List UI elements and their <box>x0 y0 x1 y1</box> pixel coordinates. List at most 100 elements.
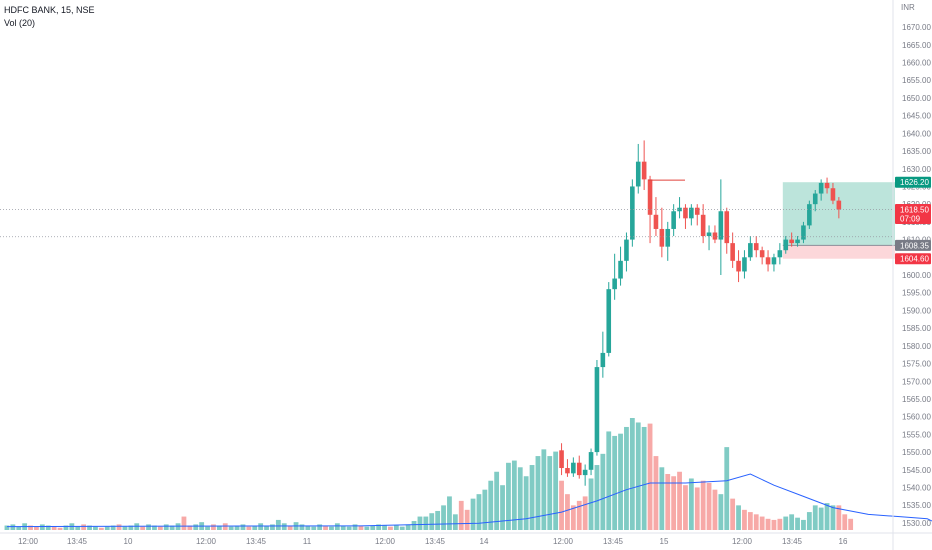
price-tick-label: 1530.00 <box>902 519 931 528</box>
volume-bar <box>311 526 317 530</box>
candle-body <box>618 260 623 279</box>
volume-bar <box>228 526 234 530</box>
volume-bar <box>830 505 836 530</box>
candle-body <box>606 289 612 353</box>
volume-bar <box>157 526 163 530</box>
price-tick-label: 1670.00 <box>902 23 931 32</box>
price-tick-label: 1585.00 <box>902 324 931 333</box>
price-tick-label: 1650.00 <box>902 94 931 103</box>
volume-bar <box>270 524 275 530</box>
volume-bar <box>205 526 210 530</box>
candles <box>559 140 842 486</box>
volume-bar <box>281 523 287 530</box>
price-tick-label: 1575.00 <box>902 360 931 369</box>
volume-bar <box>559 480 564 530</box>
candle-body <box>630 186 635 240</box>
volume-bar <box>836 505 842 530</box>
volume-bar <box>447 496 452 530</box>
volume-bar <box>771 519 777 530</box>
time-tick-label: 11 <box>303 537 312 546</box>
volume-bar <box>806 512 812 530</box>
volume-bar <box>140 526 146 530</box>
volume-bar <box>216 525 222 530</box>
volume-bar <box>116 524 122 530</box>
volume-bar <box>122 526 128 530</box>
volume-bar <box>582 496 588 530</box>
candle-body <box>777 250 783 258</box>
volume-bar <box>169 525 175 530</box>
time-tick-label: 12:00 <box>375 537 396 546</box>
volume-bar <box>28 525 33 530</box>
volume-bar <box>801 519 806 530</box>
time-tick-label: 14 <box>480 537 489 546</box>
candle-body <box>759 250 765 258</box>
volume-bar <box>39 524 45 530</box>
volume-bar <box>405 524 411 530</box>
volume-indicator-label[interactable]: Vol (20) <box>4 18 36 28</box>
position-zones <box>782 182 895 259</box>
volume-bar <box>683 485 688 530</box>
volume-bar <box>818 507 824 530</box>
volume-bar <box>694 487 700 530</box>
candle-body <box>665 228 671 247</box>
price-tick-label: 1635.00 <box>902 147 931 156</box>
volume-bar <box>612 435 618 530</box>
volume-bar <box>624 426 629 530</box>
volume-bar <box>488 480 494 530</box>
candle-body <box>712 232 718 240</box>
loss-zone <box>782 245 895 259</box>
volume-bar <box>647 423 653 530</box>
candle-body <box>718 211 724 240</box>
volume-bar <box>388 526 393 530</box>
candle-body <box>836 200 842 210</box>
time-tick-label: 16 <box>839 537 848 546</box>
volume-bar <box>606 431 612 530</box>
volume-bar <box>299 524 305 530</box>
volume-ma-line <box>6 473 932 528</box>
volume-bar <box>753 514 759 530</box>
volume-bar <box>346 526 352 530</box>
candle-body <box>671 211 676 229</box>
candle-body <box>641 161 647 180</box>
candle-body <box>612 278 617 290</box>
volume-bar <box>16 526 22 530</box>
volume-bar <box>376 524 382 530</box>
volume-bar <box>252 525 258 530</box>
price-tick-label: 1555.00 <box>902 430 931 439</box>
volume-bar <box>506 462 511 530</box>
price-tick-label: 1550.00 <box>902 448 931 457</box>
volume-bar <box>724 447 730 530</box>
candle-body <box>753 243 759 251</box>
volume-bar <box>358 525 364 530</box>
candle-body <box>576 462 582 476</box>
candle-body <box>694 207 700 215</box>
volume-bar <box>152 525 157 530</box>
volume-bar <box>842 514 848 530</box>
candle-body <box>742 257 747 272</box>
volume-bar <box>783 516 789 530</box>
volume-bar <box>441 505 446 530</box>
volume-bar <box>482 489 488 530</box>
volume-bar <box>246 526 252 530</box>
volume-bar <box>81 524 87 530</box>
volume-bar <box>730 498 736 530</box>
candle-body <box>830 188 836 201</box>
volume-bar <box>736 505 741 530</box>
price-tag <box>895 239 931 251</box>
candle-body <box>783 239 789 251</box>
volume-bar <box>222 523 228 530</box>
volume-bar <box>824 503 830 530</box>
volume-bar <box>635 422 641 530</box>
volume-bar <box>470 498 476 530</box>
candle-body <box>559 450 564 469</box>
volume-bar <box>51 526 57 530</box>
candle-body <box>624 239 629 261</box>
symbol-title[interactable]: HDFC BANK, 15, NSE <box>4 5 95 15</box>
price-tick-label: 1600.00 <box>902 271 931 280</box>
volume-bar <box>258 523 264 530</box>
volume-bar <box>700 480 706 530</box>
volume-bar <box>240 524 246 530</box>
volume-bar <box>211 524 216 530</box>
candle-body <box>647 179 653 215</box>
